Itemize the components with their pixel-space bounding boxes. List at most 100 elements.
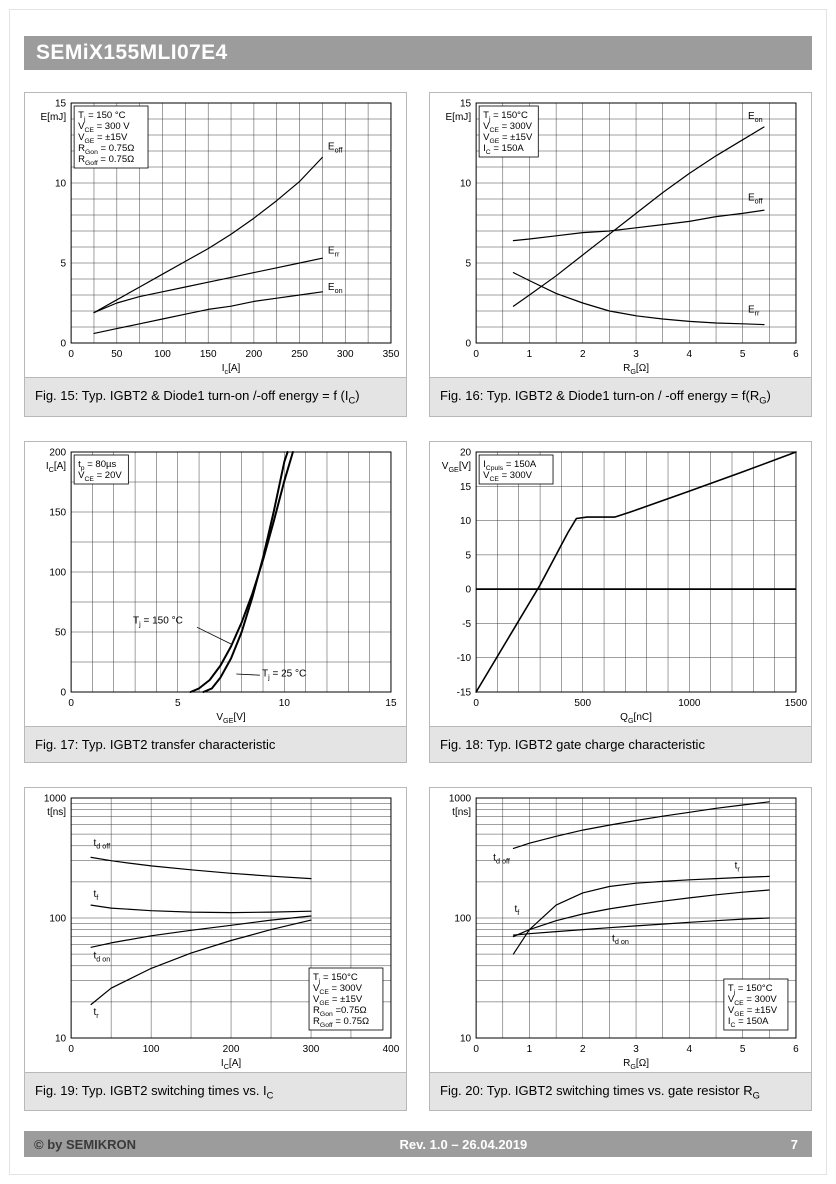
svg-text:VGE[V]: VGE[V] <box>216 712 246 725</box>
svg-text:Tj = 25 °C: Tj = 25 °C <box>262 668 306 681</box>
figure-grid: 0 50 100 150 200 250 300 350 0 5 10 15 E[mJ] Ic[A] Eof… <box>24 92 812 1112</box>
svg-text:RGon = 0.75Ω: RGon = 0.75Ω <box>78 143 134 156</box>
svg-text:tf: tf <box>94 888 99 901</box>
page-footer: © by SEMIKRON Rev. 1.0 – 26.04.2019 7 <box>24 1131 812 1158</box>
svg-text:ICpuls = 150A: ICpuls = 150A <box>483 459 537 472</box>
svg-text:10: 10 <box>279 698 291 709</box>
svg-text:Eoff: Eoff <box>748 193 763 206</box>
svg-text:0: 0 <box>68 349 74 360</box>
svg-text:Ic[A]: Ic[A] <box>222 363 241 376</box>
svg-text:QG[nC]: QG[nC] <box>620 712 652 725</box>
figure-16: 0 1 2 3 4 5 6 0 5 10 15 E[mJ] RG[Ω] Eon Eoff Err Tj = 15… <box>429 92 812 417</box>
svg-text:2: 2 <box>580 1044 586 1055</box>
svg-text:4: 4 <box>687 349 693 360</box>
svg-text:300: 300 <box>303 1044 320 1055</box>
svg-text:E[mJ]: E[mJ] <box>446 112 472 123</box>
svg-text:Tj = 150°C: Tj = 150°C <box>313 972 358 985</box>
svg-text:1: 1 <box>527 349 533 360</box>
svg-text:100: 100 <box>49 567 66 578</box>
svg-text:RG[Ω]: RG[Ω] <box>623 1058 649 1071</box>
svg-text:RG[Ω]: RG[Ω] <box>623 363 649 376</box>
svg-text:RGoff = 0.75Ω: RGoff = 0.75Ω <box>78 154 134 167</box>
fig20-chart: 0 1 2 3 4 5 6 10 100 1000 t[ns] RG[Ω] td off tf td on t… <box>449 793 799 1071</box>
svg-text:5: 5 <box>740 349 746 360</box>
fig19-caption: Fig. 19: Typ. IGBT2 switching times vs. … <box>25 1071 406 1111</box>
figure-17: 0 5 10 15 0 50 100 150 200 IC[A] VGE[V] Tj = 150 °C… <box>24 440 407 763</box>
svg-text:VGE = ±15V: VGE = ±15V <box>483 132 533 145</box>
svg-text:VGE[V]: VGE[V] <box>442 461 472 474</box>
svg-text:Tj = 150 °C: Tj = 150 °C <box>78 110 126 123</box>
svg-text:400: 400 <box>383 1044 400 1055</box>
svg-text:VCE = 300V: VCE = 300V <box>483 470 533 483</box>
svg-text:VGE = ±15V: VGE = ±15V <box>728 1005 778 1018</box>
svg-text:200: 200 <box>223 1044 240 1055</box>
svg-text:IC[A]: IC[A] <box>221 1058 241 1071</box>
svg-text:Tj = 150°C: Tj = 150°C <box>483 110 528 123</box>
svg-text:0: 0 <box>68 698 74 709</box>
svg-text:0: 0 <box>61 687 67 698</box>
svg-text:6: 6 <box>793 349 799 360</box>
svg-text:tf: tf <box>515 904 520 917</box>
svg-text:VCE = 20V: VCE = 20V <box>78 470 122 483</box>
svg-text:Tj = 150°C: Tj = 150°C <box>728 983 773 996</box>
svg-text:1500: 1500 <box>785 698 808 709</box>
svg-text:RGoff = 0.75Ω: RGoff = 0.75Ω <box>313 1016 369 1029</box>
svg-text:IC = 150A: IC = 150A <box>483 143 524 156</box>
svg-text:100: 100 <box>454 913 471 924</box>
svg-text:3: 3 <box>633 1044 639 1055</box>
svg-text:0: 0 <box>68 1044 74 1055</box>
svg-text:100: 100 <box>143 1044 160 1055</box>
svg-text:VGE = ±15V: VGE = ±15V <box>78 132 128 145</box>
svg-text:td on: td on <box>94 950 111 963</box>
svg-text:VCE = 300V: VCE = 300V <box>483 121 533 134</box>
footer-page-number: 7 <box>790 1136 798 1152</box>
svg-text:10: 10 <box>55 179 67 190</box>
page-header: SEMiX155MLI07E4 <box>24 36 812 70</box>
page-title: SEMiX155MLI07E4 <box>36 41 228 64</box>
svg-text:100: 100 <box>154 349 171 360</box>
svg-text:0: 0 <box>61 339 67 350</box>
footer-copyright: © by SEMIKRON <box>34 1136 137 1152</box>
svg-text:1: 1 <box>527 1044 533 1055</box>
svg-text:3: 3 <box>633 349 639 360</box>
svg-text:100: 100 <box>49 913 66 924</box>
svg-text:10: 10 <box>55 1033 67 1044</box>
svg-text:15: 15 <box>460 481 472 492</box>
svg-text:4: 4 <box>687 1044 693 1055</box>
svg-text:2: 2 <box>580 349 586 360</box>
figure-19: 0 100 200 300 400 10 100 1000 t[ns] IC[A] td off tf… <box>24 786 407 1112</box>
svg-text:15: 15 <box>55 99 67 110</box>
fig19-chart: 0 100 200 300 400 10 100 1000 t[ns] IC[A] td off tf… <box>44 793 400 1071</box>
svg-text:IC[A]: IC[A] <box>46 461 66 474</box>
svg-text:VCE = 300V: VCE = 300V <box>313 983 363 996</box>
svg-text:150: 150 <box>49 507 66 518</box>
svg-text:1000: 1000 <box>449 793 472 804</box>
svg-text:10: 10 <box>460 516 472 527</box>
svg-text:Eoff: Eoff <box>328 141 343 154</box>
svg-text:5: 5 <box>175 698 181 709</box>
figure-20: 0 1 2 3 4 5 6 10 100 1000 t[ns] RG[Ω] td off tf td on t… <box>429 786 812 1112</box>
svg-text:10: 10 <box>460 1033 472 1044</box>
svg-text:6: 6 <box>793 1044 799 1055</box>
svg-text:250: 250 <box>291 349 308 360</box>
svg-text:td off: td off <box>493 852 510 865</box>
svg-text:1000: 1000 <box>678 698 701 709</box>
svg-text:0: 0 <box>473 698 479 709</box>
svg-text:0: 0 <box>466 584 472 595</box>
fig18-chart: 0 500 1000 1500 -15 -10 -5 0 5 10 15 20 VGE[V] QG[nC]… <box>442 447 808 725</box>
svg-text:VCE = 300V: VCE = 300V <box>728 994 778 1007</box>
svg-text:50: 50 <box>111 349 123 360</box>
svg-text:300: 300 <box>337 349 354 360</box>
fig17-caption: Fig. 17: Typ. IGBT2 transfer characteris… <box>25 725 406 762</box>
svg-text:50: 50 <box>55 627 67 638</box>
svg-text:20: 20 <box>460 447 472 458</box>
svg-text:IC = 150A: IC = 150A <box>728 1016 769 1029</box>
figure-18: 0 500 1000 1500 -15 -10 -5 0 5 10 15 20 VGE[V] QG[nC]… <box>429 440 812 763</box>
svg-text:Err: Err <box>328 245 340 258</box>
fig15-caption: Fig. 15: Typ. IGBT2 & Diode1 turn-on /-o… <box>25 377 406 416</box>
svg-text:0: 0 <box>466 339 472 350</box>
svg-text:5: 5 <box>466 259 472 270</box>
svg-text:10: 10 <box>460 179 472 190</box>
svg-text:RGon =0.75Ω: RGon =0.75Ω <box>313 1005 367 1018</box>
